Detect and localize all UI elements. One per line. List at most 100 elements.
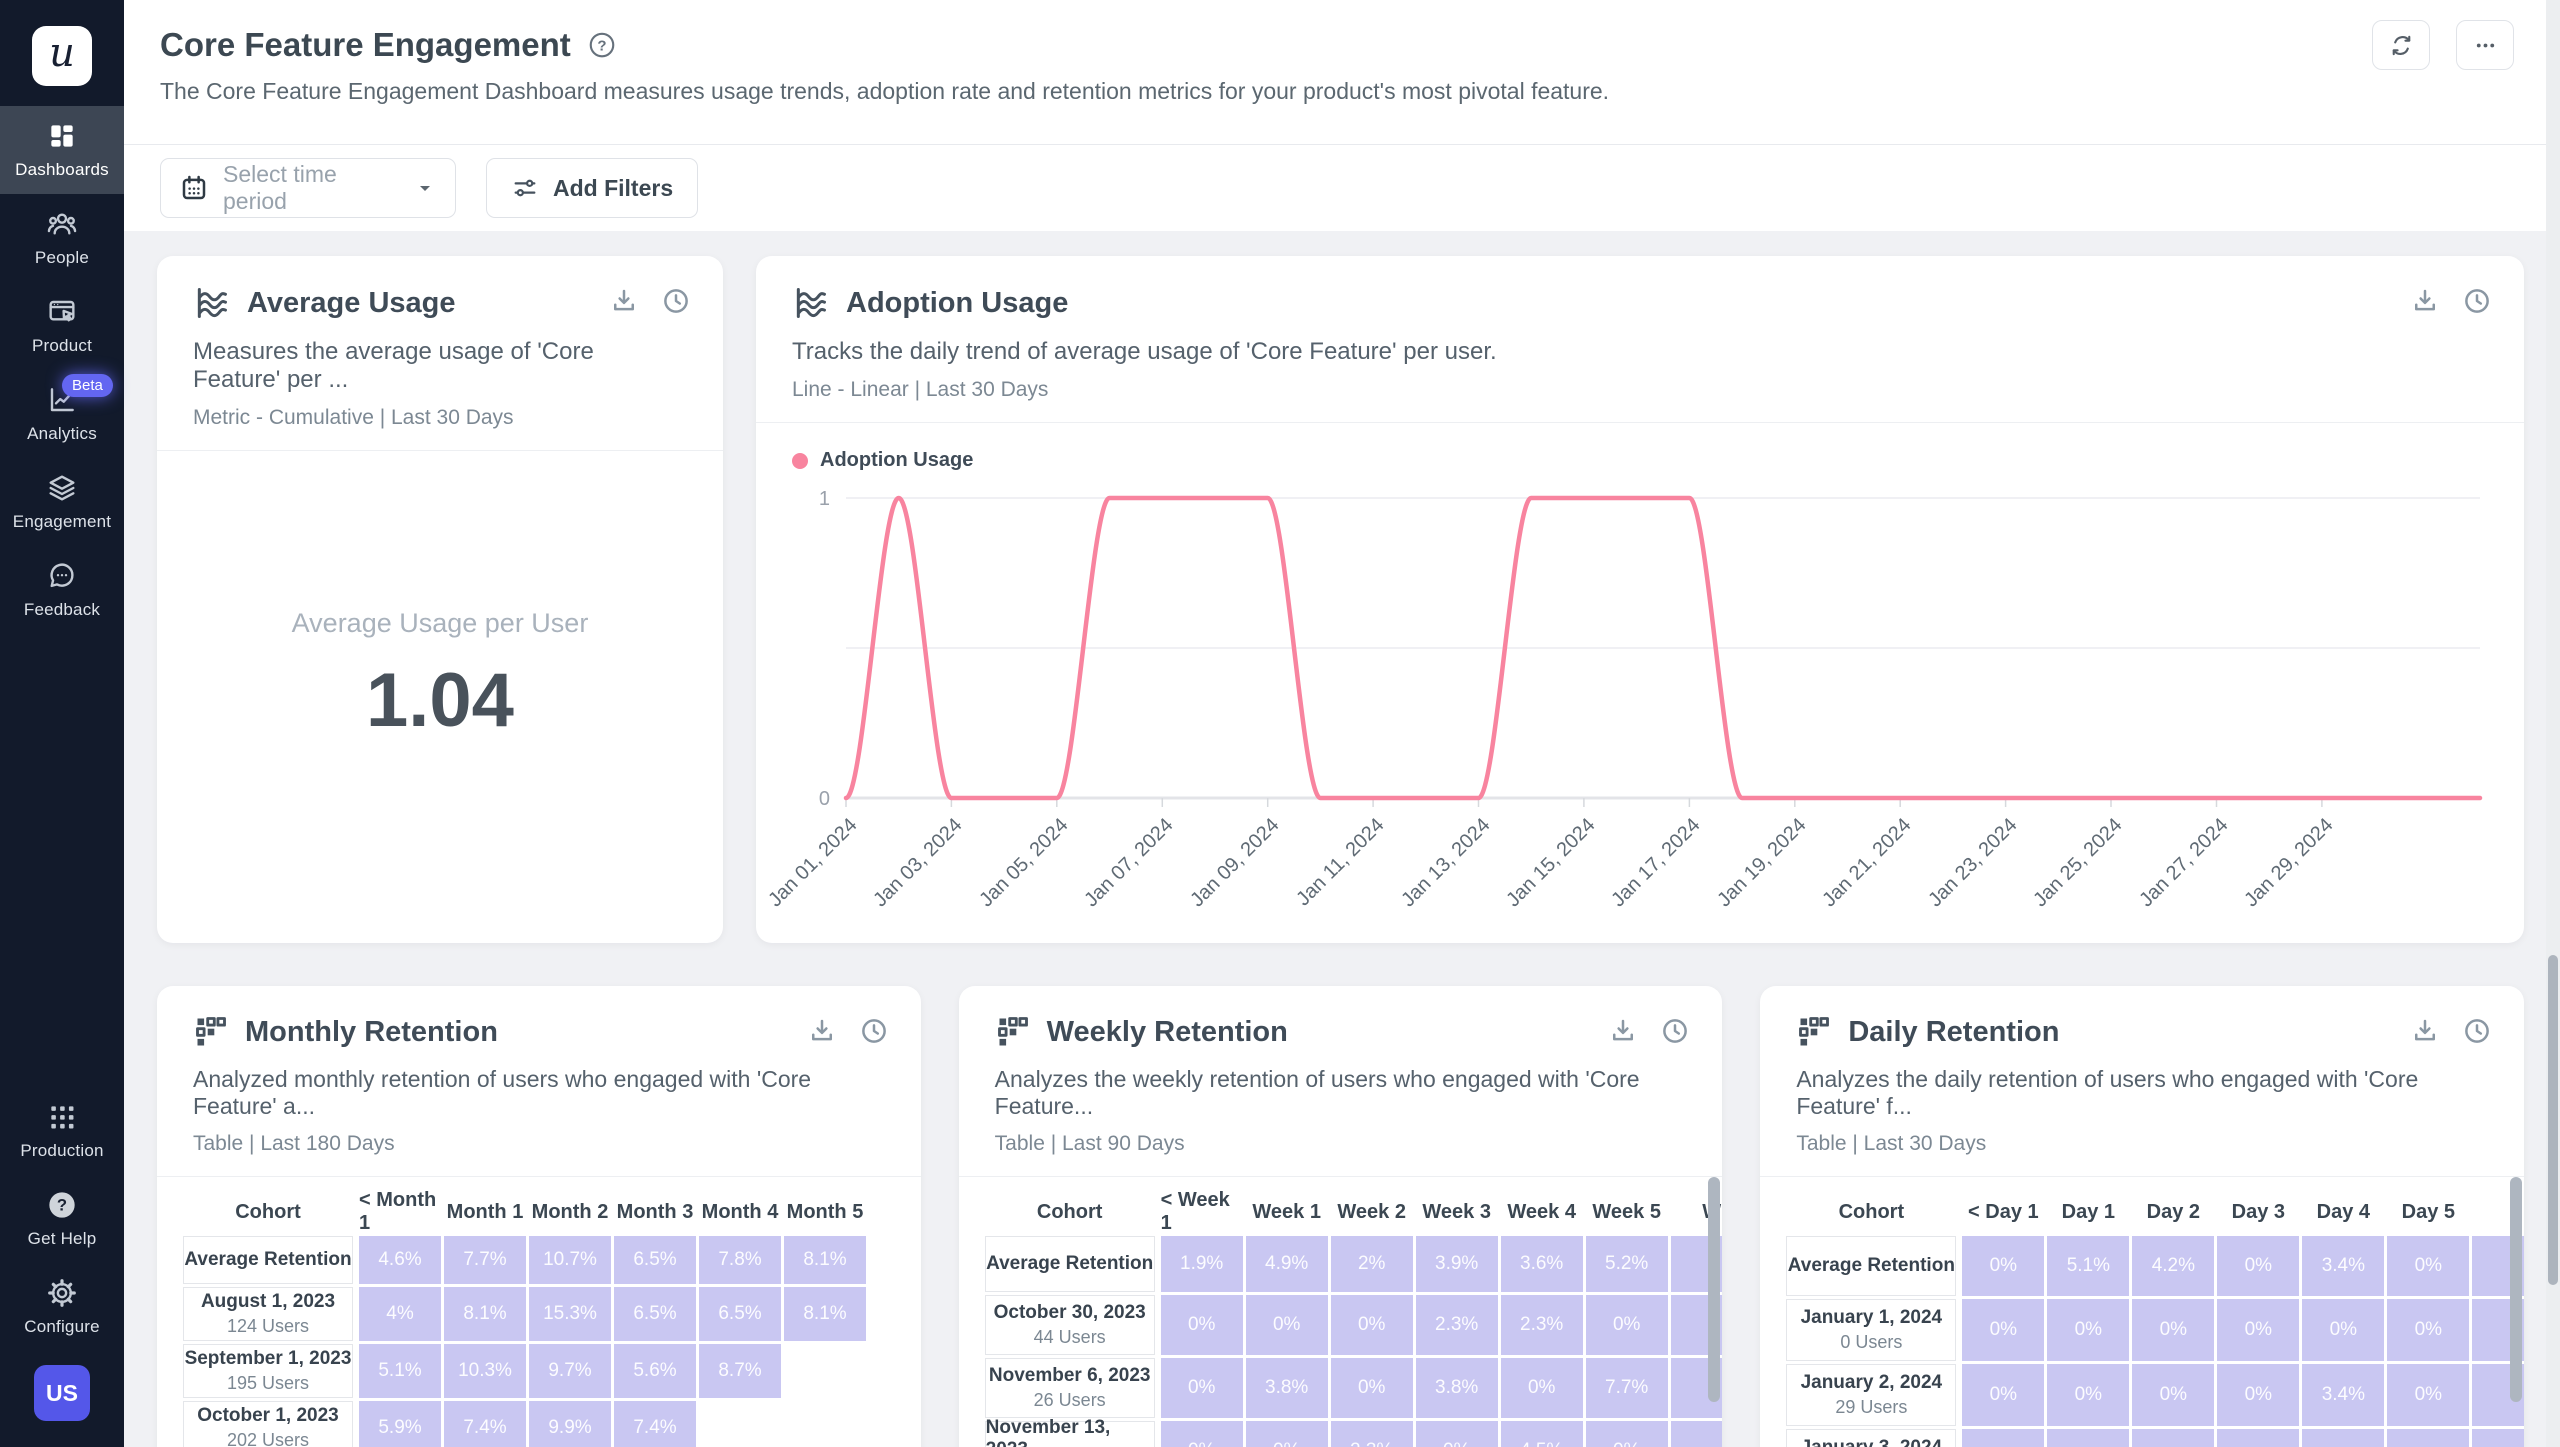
retention-value-cell: 0% xyxy=(2387,1364,2470,1426)
retention-value-cell: 5.6% xyxy=(614,1344,696,1398)
retention-value-cell: 0% xyxy=(1585,1421,1668,1447)
production-icon xyxy=(46,1101,78,1133)
retention-value-cell: 3.8% xyxy=(1245,1358,1328,1418)
page-scrollbar[interactable] xyxy=(2546,0,2560,1447)
retention-value-cell: 3.6% xyxy=(1500,1236,1583,1292)
clock-icon[interactable] xyxy=(2462,286,2492,316)
svg-text:0: 0 xyxy=(819,788,830,810)
retention-value-cell: 2.3% xyxy=(1415,1295,1498,1355)
line-chart-icon xyxy=(792,284,830,322)
sidebar-item-product[interactable]: Product xyxy=(0,282,124,370)
table-grid-icon xyxy=(995,1014,1031,1050)
cohort-label: Average Retention xyxy=(986,1253,1154,1274)
download-icon[interactable] xyxy=(2410,286,2440,316)
clock-icon[interactable] xyxy=(661,286,691,316)
download-icon[interactable] xyxy=(807,1016,837,1046)
page-scrollbar-thumb[interactable] xyxy=(2548,955,2558,1285)
download-icon[interactable] xyxy=(1608,1016,1638,1046)
cohort-users: 29 Users xyxy=(1835,1397,1908,1417)
cohort-cell: Average Retention xyxy=(183,1236,353,1284)
sidebar-item-production[interactable]: Production xyxy=(0,1087,124,1175)
retention-value-cell: 10.7% xyxy=(529,1236,611,1284)
download-icon[interactable] xyxy=(609,286,639,316)
sidebar-item-label: Analytics xyxy=(27,424,97,443)
sidebar-item-analytics[interactable]: Analytics Beta xyxy=(0,370,124,458)
adoption-usage-card: Adoption Usage Tracks the daily trend of… xyxy=(756,256,2524,943)
retention-value-cell: 0% xyxy=(1160,1421,1243,1447)
monthly-retention-card: Monthly Retention Analyzed monthly reten… xyxy=(157,986,921,1447)
card-description: Analyzed monthly retention of users who … xyxy=(193,1066,812,1119)
retention-value-cell: 0% xyxy=(2217,1429,2300,1447)
cohort-cell: Average Retention xyxy=(1786,1236,1957,1296)
retention-value-cell: 6.5% xyxy=(614,1287,696,1341)
table-scrollbar-thumb[interactable] xyxy=(1708,1177,1721,1402)
svg-text:?: ? xyxy=(597,37,606,54)
legend-label: Adoption Usage xyxy=(820,449,974,471)
card-title: Weekly Retention xyxy=(1046,1015,1288,1048)
retention-value-cell: 0% xyxy=(1160,1295,1243,1355)
clock-icon[interactable] xyxy=(2462,1016,2492,1046)
cohort-label: Average Retention xyxy=(184,1249,352,1270)
retention-value-cell: 6.5% xyxy=(699,1287,781,1341)
retention-value-cell: 0% xyxy=(2132,1299,2215,1361)
sidebar-item-label: People xyxy=(34,248,90,267)
legend-marker xyxy=(792,452,808,469)
column-header: Day 1 xyxy=(2061,1200,2116,1223)
sidebar-item-label: Feedback xyxy=(23,600,101,619)
table-scrollbar-thumb[interactable] xyxy=(2510,1177,2523,1402)
main-area: Core Feature Engagement ? The Core Featu… xyxy=(124,0,2560,1447)
sidebar-item-configure[interactable]: Configure xyxy=(0,1263,124,1351)
retention-value-cell: 0% xyxy=(2387,1299,2470,1361)
sidebar-item-dashboards[interactable]: Dashboards xyxy=(0,106,124,194)
cohort-users: 202 Users xyxy=(226,1430,310,1447)
userpilot-logo[interactable]: u xyxy=(32,26,92,86)
sidebar-item-label: Get Help xyxy=(27,1229,97,1248)
retention-value-cell: 5.1% xyxy=(359,1344,441,1398)
clock-icon[interactable] xyxy=(1660,1016,1690,1046)
retention-value-cell: 0% xyxy=(2302,1429,2385,1447)
retention-value-cell: 7.4% xyxy=(614,1401,696,1447)
time-period-select[interactable]: Select time period xyxy=(160,158,456,218)
help-icon: ? xyxy=(46,1189,78,1221)
cohort-cell: January 2, 2024 29 Users xyxy=(1786,1364,1957,1426)
retention-value-cell: 2.3% xyxy=(1500,1295,1583,1355)
cohort-label: September 1, 2023 xyxy=(184,1348,352,1369)
sidebar-item-label: Product xyxy=(32,336,92,355)
sidebar-item-get-help[interactable]: ? Get Help xyxy=(0,1175,124,1263)
refresh-button[interactable] xyxy=(2372,20,2430,70)
card-meta: Table | Last 30 Days xyxy=(1796,1132,1987,1155)
clock-icon[interactable] xyxy=(859,1016,889,1046)
retention-table: Cohort < Day 1 Day 1 Day 2 Day 3 Day 4 Day 5 Av… xyxy=(1786,1191,2525,1447)
cohort-cell: October 1, 2023 202 Users xyxy=(183,1401,353,1447)
retention-value-cell: 0% xyxy=(1585,1295,1668,1355)
column-header: < Month 1 xyxy=(359,1189,437,1234)
sidebar-bottom-nav: Production? Get Help Configure xyxy=(0,1087,124,1351)
help-question-icon[interactable]: ? xyxy=(587,30,617,60)
cohort-users: 0 Users xyxy=(1840,1332,1903,1352)
chevron-down-icon xyxy=(413,176,437,200)
retention-value-cell: 8.1% xyxy=(784,1287,866,1341)
retention-value-cell: 5.1% xyxy=(2047,1236,2130,1296)
cohort-users: 195 Users xyxy=(226,1373,310,1393)
more-options-button[interactable] xyxy=(2456,20,2514,70)
sidebar-item-engagement[interactable]: Engagement xyxy=(0,458,124,546)
retention-value-cell: 2% xyxy=(1330,1236,1413,1292)
table-row: January 1, 2024 0 Users 0% 0% 0% 0% 0% 0% xyxy=(1786,1299,2525,1361)
sidebar-item-feedback[interactable]: Feedback xyxy=(0,546,124,634)
retention-value-cell: 10.3% xyxy=(444,1344,526,1398)
user-avatar[interactable]: US xyxy=(34,1365,90,1421)
add-filters-label: Add Filters xyxy=(553,174,674,201)
sidebar-item-people[interactable]: People xyxy=(0,194,124,282)
add-filters-button[interactable]: Add Filters xyxy=(486,158,699,218)
column-header: Month 2 xyxy=(531,1200,609,1223)
column-header: Cohort xyxy=(1036,1200,1103,1223)
column-header: Week 2 xyxy=(1337,1200,1406,1223)
calendar-icon xyxy=(179,173,209,203)
column-header: < Day 1 xyxy=(1968,1200,2039,1223)
table-row: January 2, 2024 29 Users 0% 0% 0% 0% 3.4% 0% xyxy=(1786,1364,2525,1426)
metric-label: Average Usage per User xyxy=(291,608,589,638)
download-icon[interactable] xyxy=(2410,1016,2440,1046)
